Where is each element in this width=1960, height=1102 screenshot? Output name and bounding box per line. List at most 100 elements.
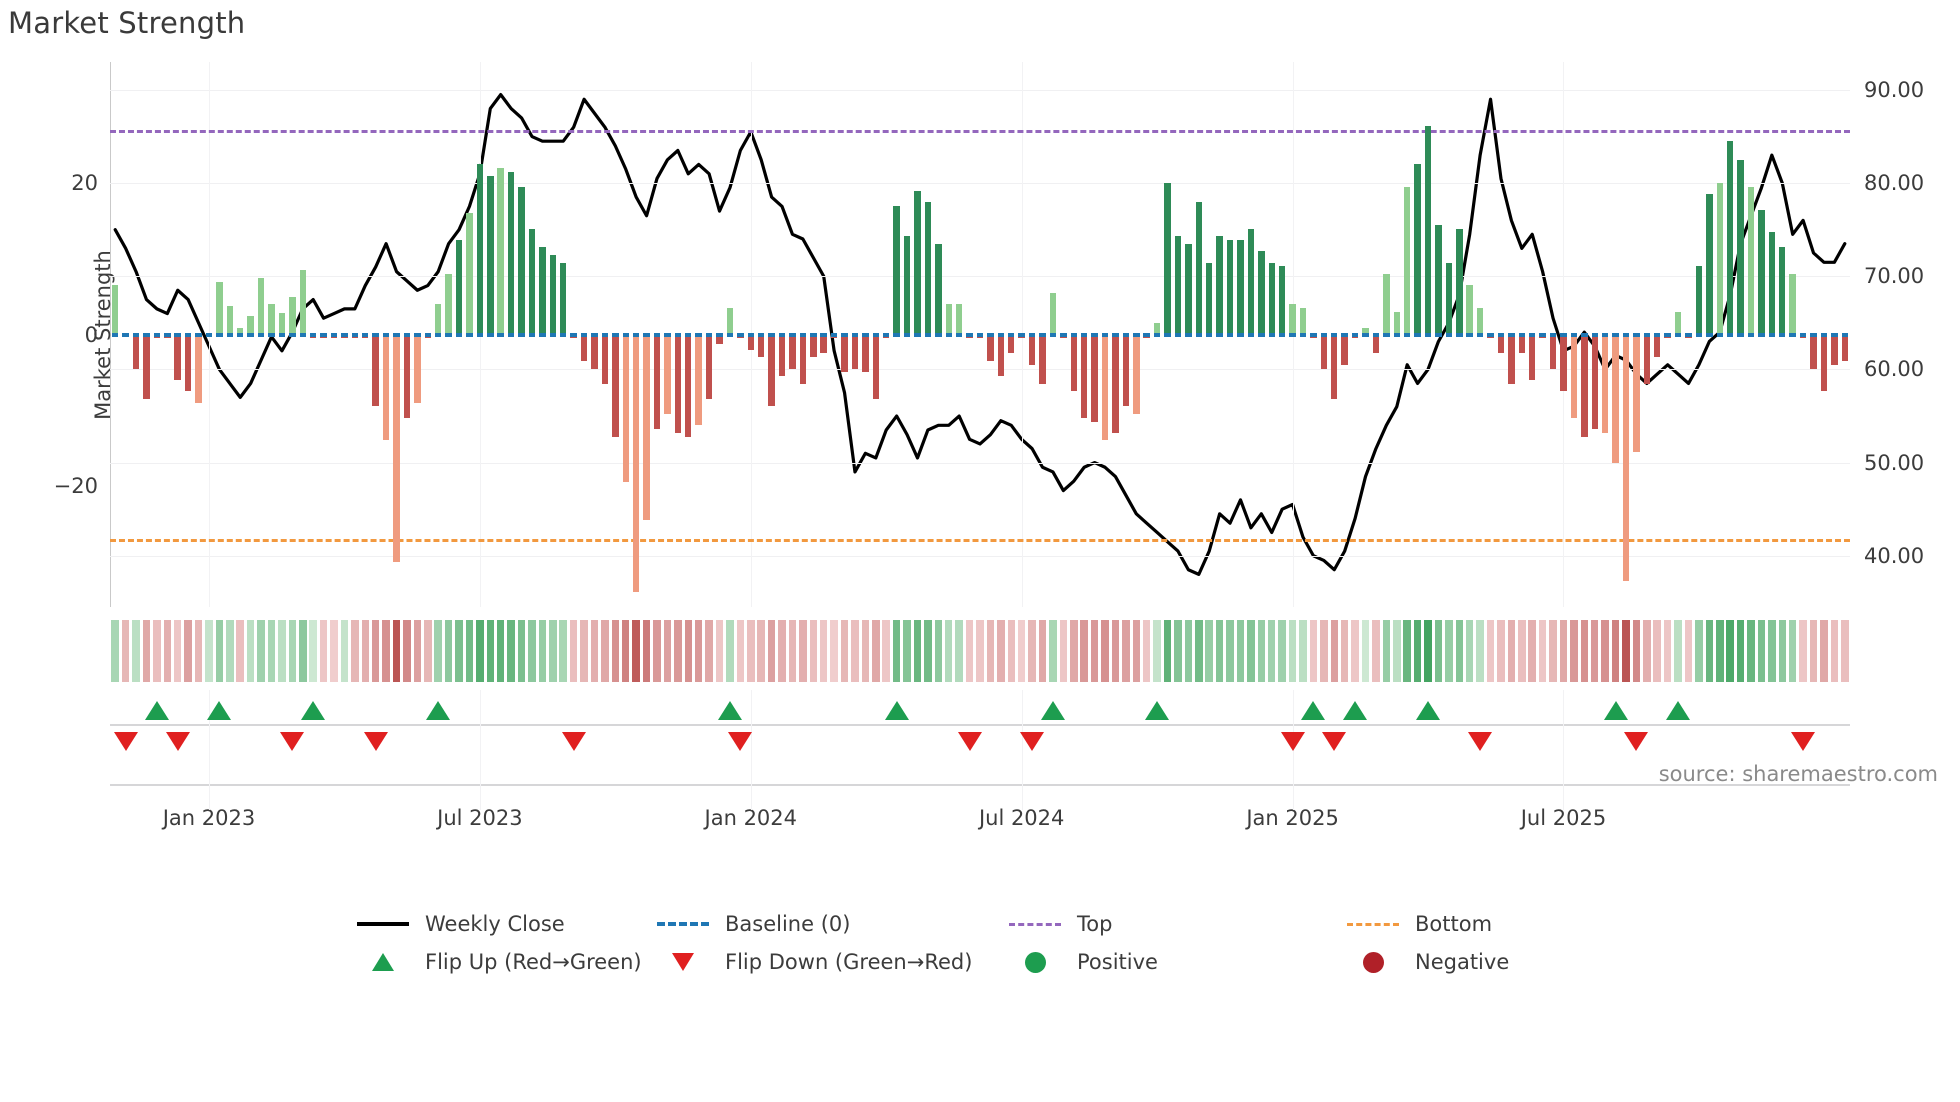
strength-bar [757, 334, 765, 358]
baseline-segment [1247, 332, 1255, 337]
legend-item[interactable]: Baseline (0) [655, 912, 1007, 936]
strength-bar [372, 334, 379, 407]
positive-dot-icon [1024, 951, 1046, 973]
legend-item[interactable]: Weekly Close [355, 912, 655, 936]
baseline-segment [1549, 332, 1557, 337]
heat-cell [569, 620, 578, 682]
heat-cell [799, 620, 807, 682]
baseline-line-icon [657, 922, 709, 926]
baseline-segment [1779, 332, 1786, 337]
strength-bar [560, 262, 567, 335]
baseline-segment [1445, 332, 1453, 337]
strength-heat-strip [110, 620, 1850, 682]
heat-cell [1611, 620, 1620, 682]
heat-cell [632, 620, 640, 682]
strength-bar [434, 304, 442, 335]
gridline-date [1021, 690, 1023, 760]
heat-cell [1841, 620, 1849, 682]
heat-cell [913, 620, 922, 682]
strength-bar [580, 334, 588, 361]
heat-cell [1247, 620, 1255, 682]
baseline-segment [1060, 332, 1067, 337]
heat-cell [1257, 620, 1266, 682]
strength-bar [143, 334, 150, 399]
baseline-segment [1424, 332, 1432, 337]
baseline-segment [830, 332, 838, 337]
baseline-segment [1174, 332, 1182, 337]
legend-key [1345, 922, 1401, 926]
strength-bar [1185, 243, 1192, 335]
strength-bar [1612, 334, 1619, 464]
legend-item[interactable]: Negative [1345, 950, 1605, 974]
baseline-segment [966, 332, 973, 337]
legend-item[interactable]: Flip Down (Green→Red) [655, 950, 1007, 974]
strength-bar [810, 334, 817, 358]
gridline-date [479, 760, 481, 810]
legend-item-label: Baseline (0) [725, 912, 851, 936]
flip-up-marker [1145, 701, 1170, 720]
strength-bar [862, 334, 869, 373]
baseline-segment [1080, 332, 1088, 337]
baseline-segment [1341, 332, 1348, 337]
heat-cell [319, 620, 328, 682]
strength-bar [1695, 266, 1703, 335]
baseline-segment [664, 332, 671, 337]
heat-cell [903, 620, 911, 682]
heat-cell [205, 620, 213, 682]
heat-cell [267, 620, 276, 682]
gridline-date [208, 760, 210, 810]
heat-cell [601, 620, 609, 682]
heat-cell [1601, 620, 1609, 682]
baseline-segment [518, 332, 525, 337]
strength-bar [851, 334, 859, 369]
baseline-segment [976, 332, 984, 337]
baseline-segment [205, 332, 213, 337]
weekly-close-line [110, 62, 1850, 607]
baseline-segment [1476, 332, 1484, 337]
strength-bar [1268, 262, 1275, 335]
legend-item[interactable]: Flip Up (Red→Green) [355, 950, 655, 974]
heat-cell [1184, 620, 1193, 682]
baseline-segment [382, 332, 390, 337]
baseline-segment [1028, 332, 1036, 337]
heat-cell [455, 620, 463, 682]
heat-cell [694, 620, 703, 682]
heat-cell [1028, 620, 1036, 682]
baseline-segment [1841, 332, 1848, 337]
heat-cell [246, 620, 255, 682]
baseline-segment [1195, 332, 1203, 337]
heat-cell [413, 620, 422, 682]
legend-item[interactable]: Positive [1007, 950, 1345, 974]
baseline-segment [841, 332, 848, 337]
heat-cell [382, 620, 390, 682]
legend-item-label: Flip Down (Green→Red) [725, 950, 973, 974]
heat-cell [1674, 620, 1682, 682]
gridline-price [110, 183, 1850, 185]
legend-item[interactable]: Top [1007, 912, 1345, 936]
strength-bar [1258, 251, 1265, 335]
baseline-segment [747, 332, 754, 337]
baseline-segment [560, 332, 567, 337]
heat-cell [444, 620, 453, 682]
baseline-segment [455, 332, 463, 337]
baseline-segment [1403, 332, 1411, 337]
strength-bar [1654, 334, 1661, 358]
strength-bar [1028, 334, 1036, 365]
baseline-segment [1320, 332, 1328, 337]
heat-cell [944, 620, 953, 682]
strength-bar [705, 334, 713, 399]
strength-bar [914, 190, 921, 335]
strength-bar [1466, 285, 1473, 335]
strength-bar [1164, 183, 1171, 335]
baseline-segment [872, 332, 880, 337]
heat-cell [299, 620, 307, 682]
flip-down-marker [113, 732, 138, 751]
strength-bar [1643, 334, 1651, 384]
heat-cell [1736, 620, 1745, 682]
heat-cell [1382, 620, 1391, 682]
legend-item[interactable]: Bottom [1345, 912, 1605, 936]
strength-bar [1445, 262, 1453, 335]
heat-cell [653, 620, 661, 682]
strength-bar [1497, 334, 1505, 354]
